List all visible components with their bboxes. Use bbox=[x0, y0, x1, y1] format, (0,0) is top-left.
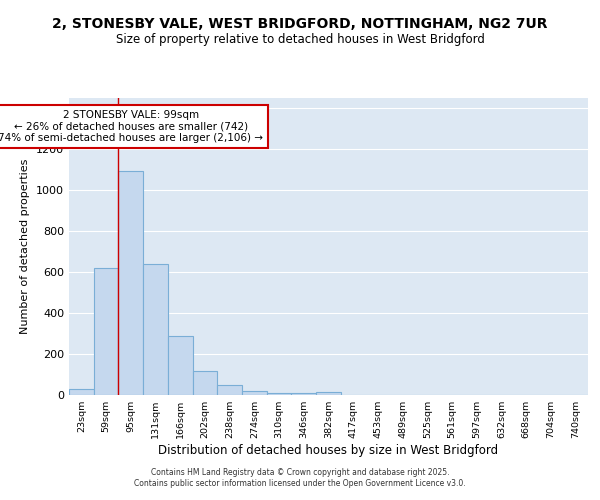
Bar bbox=[168, 336, 193, 395]
Bar bbox=[143, 264, 168, 395]
Bar bbox=[94, 268, 118, 395]
Text: 2, STONESBY VALE, WEST BRIDGFORD, NOTTINGHAM, NG2 7UR: 2, STONESBY VALE, WEST BRIDGFORD, NOTTIN… bbox=[52, 18, 548, 32]
Bar bbox=[193, 372, 217, 395]
Text: Size of property relative to detached houses in West Bridgford: Size of property relative to detached ho… bbox=[116, 32, 484, 46]
X-axis label: Distribution of detached houses by size in West Bridgford: Distribution of detached houses by size … bbox=[158, 444, 499, 457]
Bar bbox=[267, 393, 292, 395]
Bar bbox=[292, 393, 316, 395]
Y-axis label: Number of detached properties: Number of detached properties bbox=[20, 158, 31, 334]
Bar bbox=[316, 392, 341, 395]
Text: 2 STONESBY VALE: 99sqm
← 26% of detached houses are smaller (742)
74% of semi-de: 2 STONESBY VALE: 99sqm ← 26% of detached… bbox=[0, 110, 263, 143]
Bar bbox=[242, 391, 267, 395]
Bar bbox=[118, 172, 143, 395]
Bar bbox=[69, 389, 94, 395]
Text: Contains HM Land Registry data © Crown copyright and database right 2025.
Contai: Contains HM Land Registry data © Crown c… bbox=[134, 468, 466, 487]
Bar bbox=[217, 384, 242, 395]
